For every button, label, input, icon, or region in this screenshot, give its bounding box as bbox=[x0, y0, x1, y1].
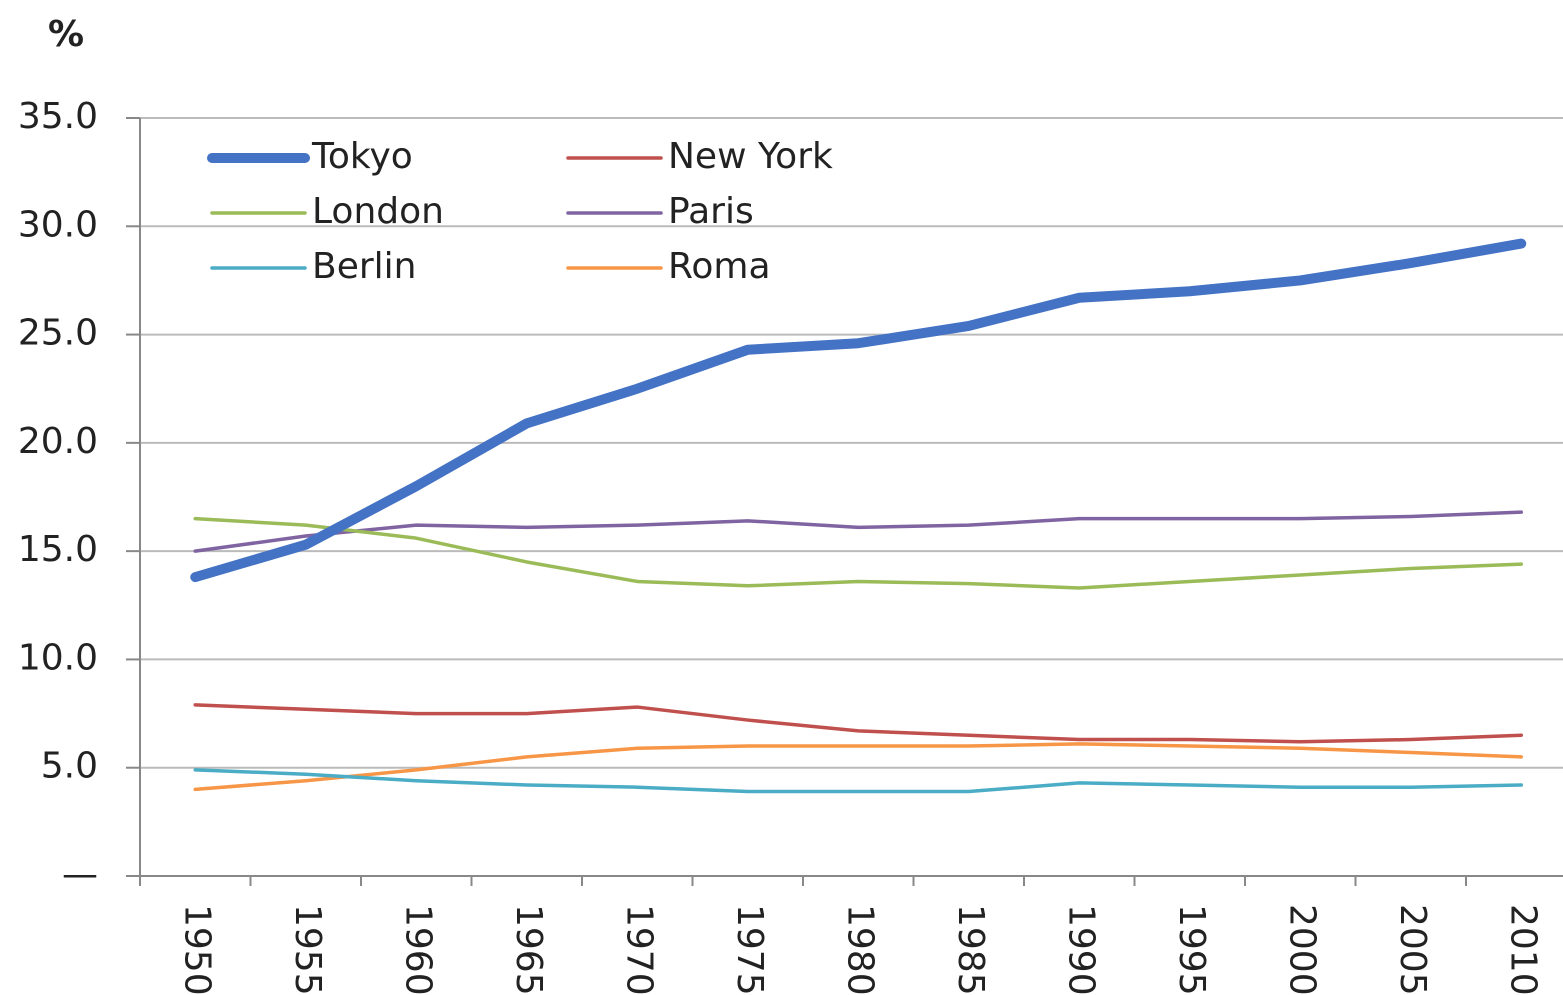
y-tick-label: 20.0 bbox=[18, 421, 98, 462]
line-series bbox=[193, 742, 1523, 792]
y-tick-label: 5.0 bbox=[41, 746, 98, 787]
x-tick-label: 2000 bbox=[1281, 904, 1322, 995]
line-series bbox=[193, 768, 1523, 794]
line-series bbox=[190, 238, 1527, 583]
x-tick-label: 1980 bbox=[839, 904, 880, 995]
y-tick-label: — bbox=[62, 854, 98, 895]
line-series bbox=[193, 510, 1523, 553]
x-tick-label: 1985 bbox=[950, 904, 991, 995]
x-tick-label: 1970 bbox=[618, 904, 659, 995]
legend-label: London bbox=[312, 191, 444, 232]
line-series bbox=[193, 516, 1523, 590]
y-tick-label: 35.0 bbox=[18, 96, 98, 137]
x-tick-label: 1975 bbox=[729, 904, 770, 995]
y-tick-label: 30.0 bbox=[18, 204, 98, 245]
legend-label: Berlin bbox=[312, 246, 416, 287]
y-tick-label: 10.0 bbox=[18, 637, 98, 678]
x-tick-label: 1995 bbox=[1171, 904, 1212, 995]
x-tick-label: 1955 bbox=[287, 904, 328, 995]
x-tick-label: 1960 bbox=[397, 904, 438, 995]
legend-label: New York bbox=[668, 136, 833, 177]
line-series bbox=[193, 703, 1523, 744]
y-tick-label: 15.0 bbox=[18, 529, 98, 570]
legend-label: Paris bbox=[668, 191, 754, 232]
x-tick-label: 1950 bbox=[176, 904, 217, 995]
x-tick-label: 2010 bbox=[1502, 904, 1543, 995]
x-tick-label: 2005 bbox=[1392, 904, 1433, 995]
x-tick-label: 1965 bbox=[508, 904, 549, 995]
chart-title: % bbox=[48, 14, 84, 55]
y-tick-label: 25.0 bbox=[18, 313, 98, 354]
x-tick-label: 1990 bbox=[1060, 904, 1101, 995]
legend-label: Tokyo bbox=[311, 136, 413, 177]
legend-label: Roma bbox=[668, 246, 771, 287]
